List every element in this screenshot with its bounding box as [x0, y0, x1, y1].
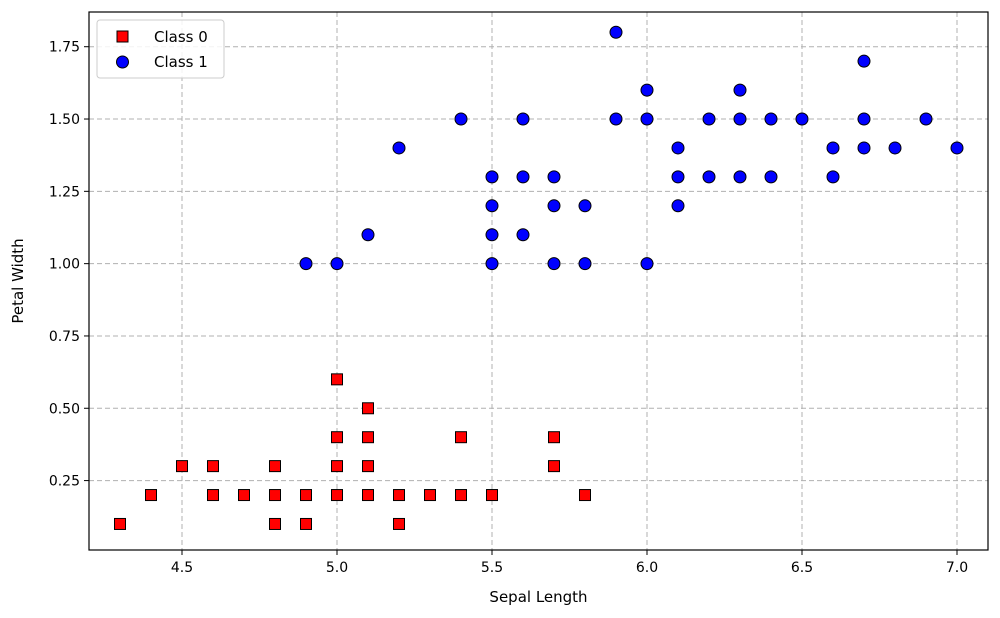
point-class-1 [702, 112, 716, 126]
point-class-1 [547, 170, 561, 184]
point-class-0 [486, 489, 498, 502]
point-class-0 [207, 460, 219, 473]
point-class-1 [609, 25, 623, 39]
point-class-0 [362, 460, 374, 473]
point-class-1 [454, 112, 468, 126]
point-class-1 [733, 170, 747, 184]
point-class-1 [578, 257, 592, 271]
point-class-0 [331, 460, 343, 473]
point-class-0 [362, 489, 374, 502]
x-tick-label: 5.5 [481, 560, 503, 576]
legend-label-class-0: Class 0 [154, 28, 208, 46]
point-class-1 [578, 199, 592, 213]
point-class-0 [393, 517, 405, 530]
point-class-1 [485, 257, 499, 271]
x-tick-label: 6.0 [636, 560, 658, 576]
x-axis-label: Sepal Length [489, 588, 587, 606]
point-class-1 [547, 257, 561, 271]
point-class-0 [548, 431, 560, 444]
point-class-0 [300, 517, 312, 530]
point-class-1 [299, 257, 313, 271]
point-class-0 [207, 489, 219, 502]
point-class-0 [331, 489, 343, 502]
x-tick-label: 5.0 [326, 560, 348, 576]
point-class-1 [609, 112, 623, 126]
point-class-1 [888, 141, 902, 155]
point-class-1 [547, 199, 561, 213]
point-class-0 [362, 402, 374, 415]
y-tick-label: 0.50 [49, 401, 80, 417]
point-class-1 [516, 170, 530, 184]
point-class-1 [640, 112, 654, 126]
point-class-1 [826, 141, 840, 155]
point-class-0 [238, 489, 250, 502]
point-class-1 [671, 199, 685, 213]
point-class-0 [548, 460, 560, 473]
point-class-1 [702, 170, 716, 184]
point-class-1 [485, 228, 499, 242]
point-class-0 [424, 489, 436, 502]
x-tick-label: 7.0 [946, 560, 968, 576]
y-tick-label: 1.50 [49, 112, 80, 128]
y-tick-label: 1.25 [49, 184, 80, 200]
point-class-0 [455, 489, 467, 502]
point-class-1 [764, 170, 778, 184]
point-class-1 [640, 257, 654, 271]
legend-square-marker [116, 30, 129, 43]
point-class-1 [919, 112, 933, 126]
point-class-0 [300, 489, 312, 502]
point-class-1 [516, 112, 530, 126]
y-tick-label: 1.75 [49, 40, 80, 56]
point-class-0 [145, 489, 157, 502]
point-class-1 [392, 141, 406, 155]
point-class-1 [485, 170, 499, 184]
point-class-1 [733, 112, 747, 126]
point-class-0 [362, 431, 374, 444]
point-class-0 [269, 517, 281, 530]
point-class-0 [269, 460, 281, 473]
point-class-1 [950, 141, 964, 155]
legend: Class 0 Class 1 [96, 19, 225, 79]
legend-label-class-1: Class 1 [154, 53, 208, 71]
point-class-0 [579, 489, 591, 502]
point-class-0 [176, 460, 188, 473]
x-tick-label: 4.5 [171, 560, 193, 576]
y-tick-label: 0.75 [49, 329, 80, 345]
point-class-1 [764, 112, 778, 126]
point-class-1 [733, 83, 747, 97]
axis-ticks: 4.5 5.0 5.5 6.0 6.5 7.0 0.25 0.50 0.75 1.00 1.25 1.… [49, 40, 968, 576]
point-class-0 [331, 431, 343, 444]
point-class-0 [455, 431, 467, 444]
point-class-1 [857, 112, 871, 126]
grid [89, 12, 988, 550]
point-class-1 [826, 170, 840, 184]
point-class-0 [114, 517, 126, 530]
y-tick-label: 1.00 [49, 257, 80, 273]
point-class-1 [516, 228, 530, 242]
y-tick-label: 0.25 [49, 474, 80, 490]
point-class-1 [857, 54, 871, 68]
point-class-0 [269, 489, 281, 502]
point-class-1 [795, 112, 809, 126]
point-class-1 [330, 257, 344, 271]
point-class-1 [857, 141, 871, 155]
point-class-1 [671, 170, 685, 184]
point-class-1 [485, 199, 499, 213]
y-axis-label: Petal Width [9, 238, 27, 323]
point-class-1 [361, 228, 375, 242]
point-class-1 [671, 141, 685, 155]
x-tick-label: 6.5 [791, 560, 813, 576]
point-class-0 [331, 373, 343, 386]
data-points [114, 25, 964, 530]
plot-frame [88, 11, 989, 551]
point-class-1 [640, 83, 654, 97]
point-class-0 [393, 489, 405, 502]
legend-circle-marker [116, 55, 129, 69]
